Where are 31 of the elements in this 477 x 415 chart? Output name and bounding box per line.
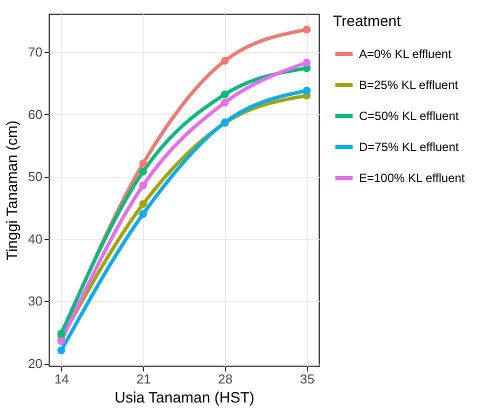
legend-label: D=75% KL effluent [359,140,460,154]
point [221,56,229,65]
x-axis-title: Usia Tanaman (HST) [114,390,254,406]
x-tick-label: 28 [218,372,233,386]
y-tick-label: 60 [28,106,42,122]
point [221,98,229,106]
x-tick-label: 21 [136,372,151,386]
y-tick-label: 40 [28,231,42,246]
y-axis-title: Tinggi Tanaman (cm) [4,120,22,261]
point [139,210,147,218]
legend-label: B=25% KL effluent [359,78,459,92]
point [57,337,66,345]
y-tick-label: 50 [28,169,42,184]
legend-label: A=0% KL effluent [359,47,452,61]
point [221,90,229,98]
y-tick-label: 20 [28,356,42,372]
point [302,86,311,94]
legend-label: C=50% KL effluent [359,109,460,123]
x-tick-label: 14 [54,372,70,386]
point [302,26,311,34]
point [57,346,66,354]
legend-label: E=100% KL effluent [359,171,466,185]
point [302,58,311,66]
point [139,168,147,176]
point [139,200,147,208]
y-tick-label: 30 [28,294,42,309]
x-tick-label: 35 [300,372,314,386]
legend-title: Treatment [333,13,402,30]
point [139,181,147,190]
y-tick-label: 70 [28,44,42,60]
point [139,160,147,168]
